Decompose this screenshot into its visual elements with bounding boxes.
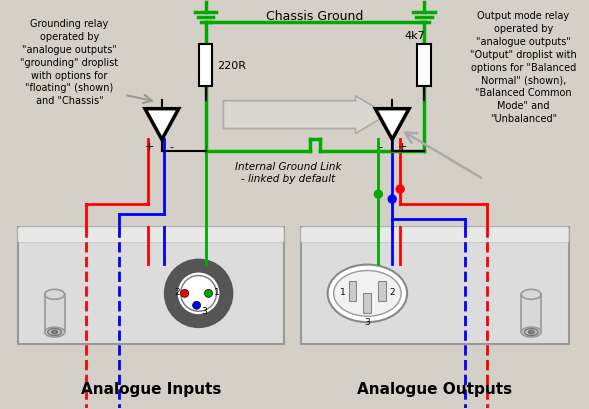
Bar bbox=[45, 294, 65, 332]
Text: Output mode relay
operated by
"analogue outputs"
"Output" droplist with
options : Output mode relay operated by "analogue … bbox=[470, 11, 577, 124]
Ellipse shape bbox=[528, 331, 534, 334]
Text: Analogue Inputs: Analogue Inputs bbox=[81, 381, 221, 396]
Circle shape bbox=[181, 276, 217, 312]
Text: 3: 3 bbox=[365, 317, 370, 326]
Ellipse shape bbox=[333, 271, 401, 317]
Ellipse shape bbox=[45, 327, 65, 337]
Text: Internal Ground Link
- linked by default: Internal Ground Link - linked by default bbox=[234, 162, 341, 184]
Polygon shape bbox=[375, 110, 409, 140]
Text: +: + bbox=[398, 142, 407, 152]
Bar bbox=[521, 294, 541, 332]
Polygon shape bbox=[145, 110, 178, 140]
Circle shape bbox=[375, 191, 382, 198]
Circle shape bbox=[530, 330, 533, 334]
FancyArrow shape bbox=[223, 97, 387, 134]
Circle shape bbox=[169, 264, 229, 324]
Text: -: - bbox=[378, 142, 382, 152]
Bar bbox=[417, 45, 431, 87]
Text: 220R: 220R bbox=[217, 61, 246, 71]
Bar bbox=[349, 282, 356, 301]
FancyBboxPatch shape bbox=[301, 227, 569, 243]
Bar bbox=[301, 227, 569, 344]
Bar bbox=[18, 227, 284, 344]
Bar bbox=[378, 282, 386, 301]
Circle shape bbox=[396, 186, 404, 193]
Text: Grounding relay
operated by
"analogue outputs"
"grounding" droplist
with options: Grounding relay operated by "analogue ou… bbox=[21, 19, 118, 106]
Text: 2: 2 bbox=[174, 287, 180, 296]
Ellipse shape bbox=[524, 329, 538, 336]
Ellipse shape bbox=[521, 290, 541, 299]
Text: -: - bbox=[170, 142, 174, 152]
Text: 1: 1 bbox=[340, 287, 345, 296]
Bar bbox=[363, 294, 371, 313]
Ellipse shape bbox=[45, 290, 65, 299]
Text: Chassis Ground: Chassis Ground bbox=[266, 10, 363, 23]
FancyBboxPatch shape bbox=[18, 227, 284, 243]
Ellipse shape bbox=[48, 329, 62, 336]
Text: 3: 3 bbox=[201, 306, 207, 315]
Circle shape bbox=[181, 290, 188, 298]
Text: 4k7: 4k7 bbox=[404, 31, 425, 41]
Ellipse shape bbox=[52, 331, 58, 334]
Circle shape bbox=[52, 330, 57, 334]
Ellipse shape bbox=[521, 327, 541, 337]
Text: 2: 2 bbox=[389, 287, 395, 296]
Circle shape bbox=[388, 196, 396, 204]
Ellipse shape bbox=[327, 265, 407, 322]
Text: +: + bbox=[145, 142, 155, 152]
Circle shape bbox=[204, 290, 213, 298]
Bar bbox=[198, 45, 213, 87]
Circle shape bbox=[193, 301, 201, 310]
Text: 1: 1 bbox=[213, 287, 219, 296]
Text: Analogue Outputs: Analogue Outputs bbox=[358, 381, 512, 396]
